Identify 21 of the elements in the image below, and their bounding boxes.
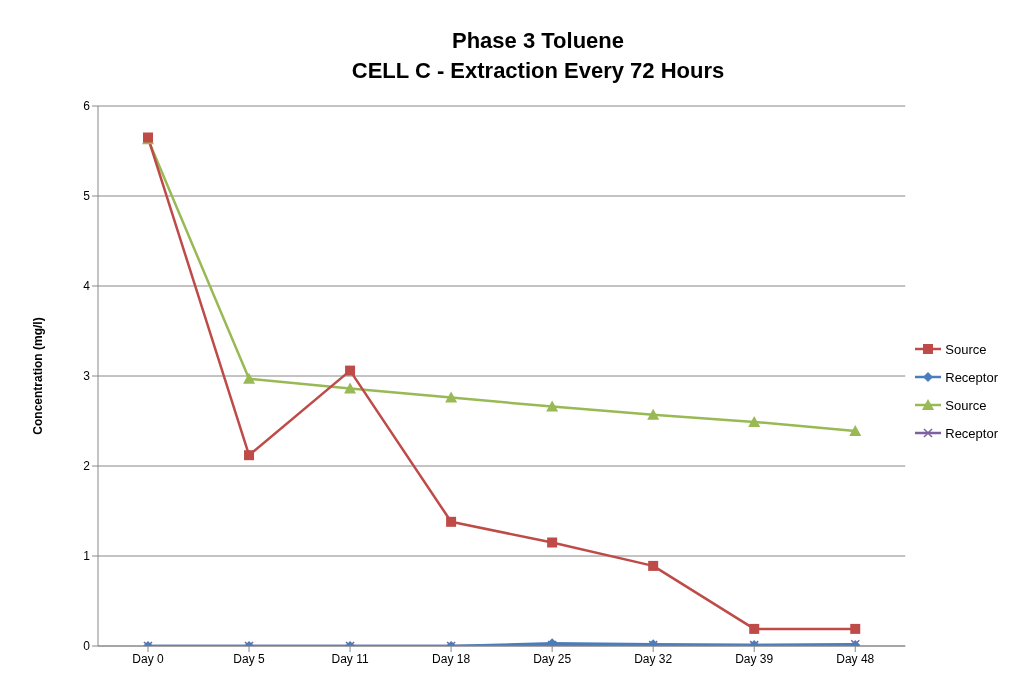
legend-label: Source (945, 341, 987, 357)
x-tick-label: Day 5 (233, 651, 266, 666)
x-tick-label: Day 48 (836, 651, 875, 666)
y-tick-label: 2 (83, 459, 91, 474)
x-tick-label: Day 11 (331, 651, 369, 666)
x-tick-label: Day 25 (533, 651, 572, 666)
x-tick-label: Day 0 (132, 651, 164, 666)
legend-label: Receptor (945, 369, 998, 385)
y-axis-title: Concentration (mg/l) (31, 317, 46, 435)
chart-title: Phase 3 Toluene CELL C - Extraction Every 72 Hours (350, 27, 726, 85)
x-tick-label: Day 39 (735, 651, 774, 666)
y-tick-label: 3 (83, 369, 91, 384)
x-tick-label: Day 32 (634, 651, 673, 666)
legend-label: Receptor (945, 425, 998, 441)
y-tick-label: 4 (83, 279, 91, 294)
y-tick-label: 1 (83, 549, 91, 564)
x-tick-label: Day 18 (432, 651, 471, 666)
y-tick-label: 0 (83, 639, 91, 654)
y-tick-label: 5 (83, 189, 91, 204)
y-tick-label: 6 (83, 99, 91, 114)
legend-label: Source (945, 397, 987, 413)
